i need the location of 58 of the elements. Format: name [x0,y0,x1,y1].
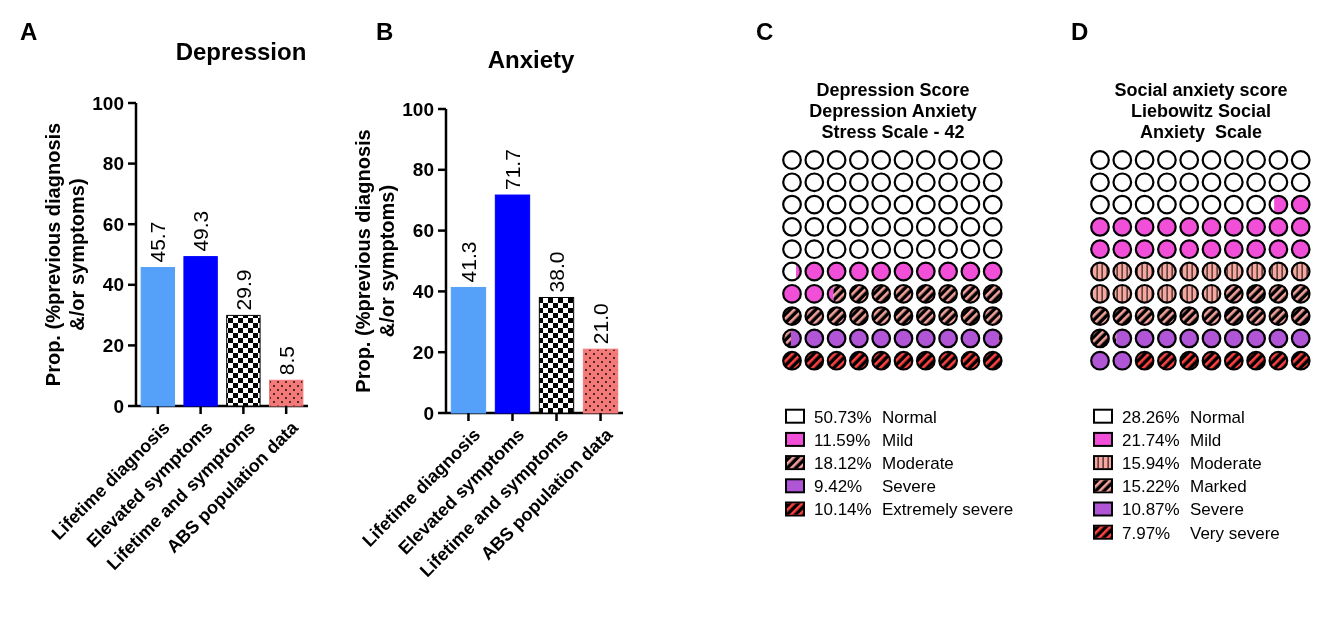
data-label: 10.14% [814,500,872,520]
category-label: Mild [882,430,914,450]
category-label: Moderate [882,454,954,474]
y-tick-label: 100 [402,98,434,120]
y-tick-label: 0 [423,402,434,424]
category-label: Normal [882,407,937,427]
data-label: 29.9 [231,269,255,311]
text: B [376,18,394,45]
data-label: 50.73% [814,407,872,427]
category-label: Extremely severe [882,500,1014,520]
y-tick-label: 0 [113,395,124,417]
category-label: Severe [882,477,936,497]
data-label: 7.97% [1122,523,1171,543]
y-tick-label: 60 [412,220,434,242]
category-label: Very severe [1190,523,1280,543]
bar [268,379,304,407]
data-label: 15.94% [1122,454,1180,474]
category-label: Marked [1190,477,1247,497]
category-label: Mild [1190,430,1222,450]
data-label: 11.59% [814,430,871,450]
bar [494,194,531,414]
y-tick-label: 80 [412,159,434,181]
y-tick-label: 60 [102,213,124,235]
data-label: 21.74% [1122,430,1180,450]
category-label: Moderate [1190,454,1262,474]
data-label: 15.22% [1122,477,1180,497]
y-tick-label: 80 [102,153,124,175]
chart-title: Depression [175,38,307,65]
y-axis-title: Prop. (%previous diagnosis &/or symptoms) [352,129,398,393]
text: A [20,18,38,45]
text: Depression Score Depression Anxiety Stress Scale - 42 [809,80,977,142]
data-label: 8.5 [274,346,298,376]
bar [183,256,218,407]
data-label: 10.87% [1122,500,1180,520]
data-label: 18.12% [814,454,872,474]
data-label: 38.0 [544,251,568,293]
text: C [756,18,774,45]
data-label: 28.26% [1122,407,1180,427]
bar [140,267,176,407]
y-axis-title: Prop. (%previous diagnosis &/or symptoms) [42,122,88,387]
bar [450,286,487,414]
bar [582,348,619,414]
chart-title: Anxiety [487,46,575,73]
text: D [1071,18,1089,45]
y-tick-label: 40 [102,274,124,296]
y-tick-label: 20 [102,335,124,357]
data-label: 9.42% [814,477,863,497]
data-label: 49.3 [188,210,212,252]
data-label: 71.7 [500,149,524,191]
text: Social anxiety score Liebowitz Social Anxiety Scale [1114,80,1288,142]
y-tick-label: 20 [412,341,434,363]
data-label: 21.0 [588,303,612,345]
data-label: 41.3 [456,241,480,283]
y-tick-label: 40 [412,281,434,303]
data-label: 45.7 [146,221,170,263]
y-tick-label: 100 [92,92,124,114]
category-label: Normal [1190,407,1245,427]
category-label: Severe [1190,500,1244,520]
